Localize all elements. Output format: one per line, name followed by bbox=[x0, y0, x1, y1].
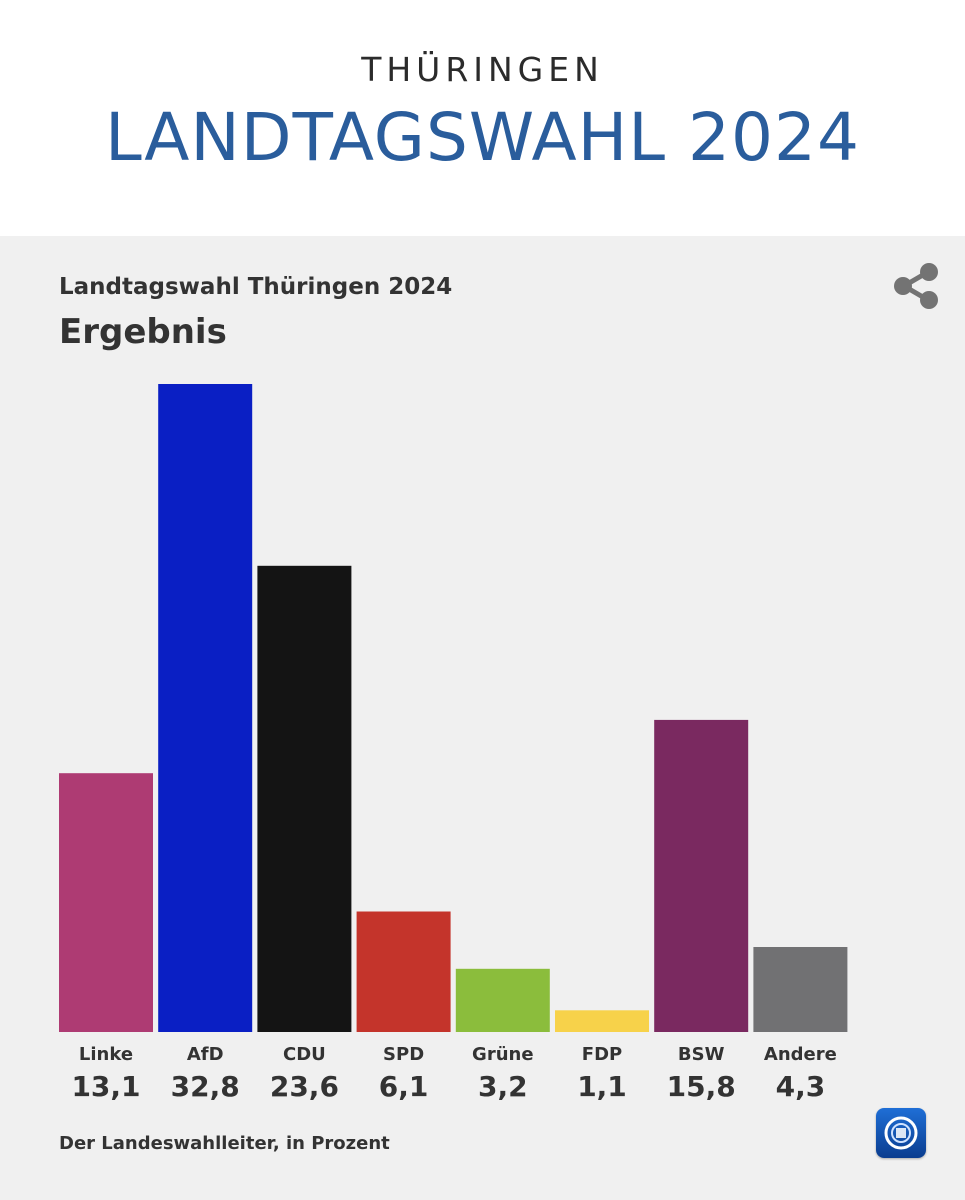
bar-linke bbox=[59, 773, 153, 1032]
bar-spd bbox=[356, 911, 451, 1032]
value-label-linke: 13,1 bbox=[71, 1070, 140, 1103]
tick-label-andere: Andere bbox=[764, 1044, 837, 1065]
page-header: THÜRINGEN LANDTAGSWAHL 2024 bbox=[0, 0, 965, 236]
value-label-spd: 6,1 bbox=[379, 1070, 429, 1103]
value-label-bsw: 15,8 bbox=[667, 1070, 736, 1103]
tick-label-afd: AfD bbox=[187, 1044, 224, 1065]
bar-bsw bbox=[654, 719, 749, 1032]
chart-panel: Linke 13,1 AfD 32,8 CDU 23,6 SPD 6,1 Grüne 3,2 FDP… bbox=[0, 236, 965, 1200]
tick-label-cdu: CDU bbox=[283, 1044, 326, 1065]
bar-fdp bbox=[555, 1010, 649, 1032]
value-label-cdu: 23,6 bbox=[270, 1070, 339, 1103]
header-region: THÜRINGEN bbox=[361, 50, 604, 89]
header-title: LANDTAGSWAHL 2024 bbox=[105, 99, 860, 176]
bar-afd bbox=[158, 384, 253, 1032]
share-icon bbox=[894, 263, 938, 309]
value-label-grüne: 3,2 bbox=[478, 1070, 528, 1103]
tagesschau-logo-icon bbox=[876, 1108, 926, 1158]
bar-andere bbox=[753, 947, 848, 1032]
chart-title: Ergebnis bbox=[59, 312, 227, 352]
tick-label-grüne: Grüne bbox=[472, 1044, 534, 1065]
value-label-fdp: 1,1 bbox=[577, 1070, 627, 1103]
share-button[interactable] bbox=[890, 260, 942, 312]
value-label-andere: 4,3 bbox=[776, 1070, 826, 1103]
bar-grüne bbox=[455, 968, 550, 1032]
tick-label-linke: Linke bbox=[79, 1044, 133, 1065]
tick-label-spd: SPD bbox=[383, 1044, 424, 1065]
tick-label-fdp: FDP bbox=[582, 1044, 622, 1065]
value-label-afd: 32,8 bbox=[171, 1070, 240, 1103]
chart-supertitle: Landtagswahl Thüringen 2024 bbox=[59, 274, 453, 300]
tick-label-bsw: BSW bbox=[678, 1044, 725, 1065]
bar-cdu bbox=[257, 565, 352, 1032]
chart-source: Der Landeswahlleiter, in Prozent bbox=[59, 1133, 390, 1154]
bar-chart: Linke 13,1 AfD 32,8 CDU 23,6 SPD 6,1 Grüne 3,2 FDP… bbox=[59, 384, 848, 1103]
